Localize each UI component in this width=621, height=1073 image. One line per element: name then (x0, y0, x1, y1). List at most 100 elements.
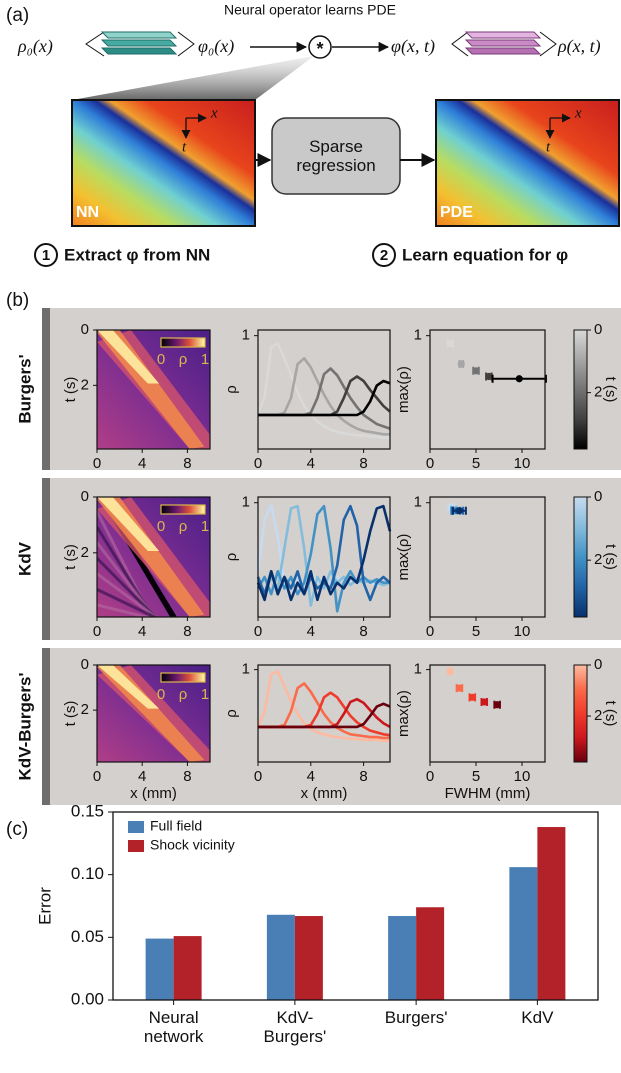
regression-box (271, 117, 401, 195)
profile-line (256, 342, 390, 439)
colorbar-tick-label: 2 (594, 384, 602, 401)
row-marker (42, 308, 50, 470)
profile-line (256, 670, 390, 743)
wave-crest (97, 665, 160, 709)
colorbar-tick-label: 2 (594, 707, 602, 724)
x-tick-label: 8 (359, 455, 367, 472)
colorbar-label: t (s) (602, 377, 619, 403)
inset-colorbar-tick: 0 (157, 518, 165, 535)
y-axis-label: max(ρ) (395, 534, 412, 581)
panel-label: (b) (6, 290, 29, 311)
inset-colorbar-label: ρ (179, 351, 188, 368)
x-tick-label: 10 (514, 455, 531, 472)
bar (388, 916, 417, 1000)
x-tick-label: 0 (93, 768, 101, 785)
inset-colorbar (160, 672, 206, 683)
y-axis-label: max(ρ) (395, 366, 412, 413)
box-text: Sparse regression (296, 137, 376, 175)
y-tick-label: 0.15 (71, 801, 104, 820)
point (468, 693, 476, 701)
axes-frame (429, 664, 546, 763)
step-number: 2 (380, 247, 388, 264)
step-number: 1 (42, 247, 50, 264)
wave-crest (97, 330, 160, 384)
y-tick-label: 0.05 (71, 927, 104, 946)
y-tick-label: 2 (81, 376, 89, 393)
x-tick-label: KdV (521, 1008, 554, 1027)
x-tick-label: 0 (254, 768, 262, 785)
bar (145, 938, 174, 1000)
x-tick-label: 4 (138, 455, 146, 472)
step-text: Learn equation for φ (402, 245, 568, 264)
inset-colorbar-label: ρ (179, 686, 188, 703)
axes-frame (96, 496, 211, 618)
y-tick-label: 1 (414, 327, 422, 344)
x-tick-label: 5 (472, 768, 480, 785)
point (493, 701, 501, 709)
math-label: φ₀(x) (198, 36, 234, 57)
axis-label: x (574, 105, 582, 121)
x-tick-label: 8 (183, 768, 191, 785)
y-tick-label: 0 (81, 656, 89, 673)
image-label: PDE (440, 204, 473, 221)
x-tick-label: 0 (93, 455, 101, 472)
x-axis-label: x (mm) (130, 785, 177, 802)
y-tick-label: 0 (81, 488, 89, 505)
axes-frame (96, 664, 211, 763)
inset-colorbar (160, 337, 206, 348)
y-tick-label: 0.00 (71, 989, 104, 1008)
x-tick-label: 5 (472, 455, 480, 472)
purple-stack (451, 31, 557, 57)
y-tick-label: 1 (242, 661, 250, 678)
axes-frame (257, 329, 391, 450)
heatmap-image (97, 330, 210, 449)
nn-image (71, 99, 256, 227)
point (455, 507, 464, 515)
x-tick-label: 0 (426, 768, 434, 785)
inset-colorbar-tick: 1 (201, 686, 209, 703)
bar (537, 827, 566, 1000)
bar (416, 907, 445, 1000)
wave-crest (97, 497, 160, 551)
image-axes (181, 113, 571, 139)
point (446, 667, 454, 676)
step-circle (372, 243, 396, 267)
x-tick-label: 4 (138, 768, 146, 785)
colorbar-label: t (s) (602, 544, 619, 570)
x-tick-label: 0 (426, 623, 434, 640)
x-tick-label: 4 (307, 768, 315, 785)
y-axis-label: t (s) (62, 701, 79, 727)
y-axis-label: ρ (223, 385, 240, 394)
profile-line (256, 504, 390, 613)
colorbar-tick-label: 2 (594, 551, 602, 568)
y-tick-label: 1 (242, 494, 250, 511)
inset-colorbar-tick: 1 (201, 518, 209, 535)
image-label: NN (76, 204, 99, 221)
ripple (97, 572, 159, 617)
y-axis-label: t (s) (62, 377, 79, 403)
wave-band (97, 665, 205, 762)
colorbar-label: t (s) (602, 701, 619, 727)
axes-frame (429, 496, 546, 618)
x-tick-label: 0 (426, 455, 434, 472)
inset-colorbar (160, 504, 206, 515)
axes-frame (257, 496, 391, 618)
axis-label: t (546, 139, 551, 155)
axis-label: t (182, 139, 187, 155)
axis-label: x (210, 105, 218, 121)
x-tick-label: KdV-Burgers' (263, 1008, 327, 1046)
legend-swatch (128, 840, 144, 852)
y-axis-label: Error (35, 887, 54, 925)
x-tick-label: Burgers' (384, 1008, 448, 1027)
y-tick-label: 2 (81, 544, 89, 561)
inset-colorbar-label: ρ (179, 518, 188, 535)
bar (266, 914, 295, 1000)
colorbar-tick-label: 0 (594, 656, 602, 673)
panel-label: (c) (6, 819, 28, 840)
wave-band (97, 497, 205, 617)
operator-circle (308, 35, 332, 59)
x-tick-label: 0 (93, 623, 101, 640)
point (446, 340, 454, 348)
